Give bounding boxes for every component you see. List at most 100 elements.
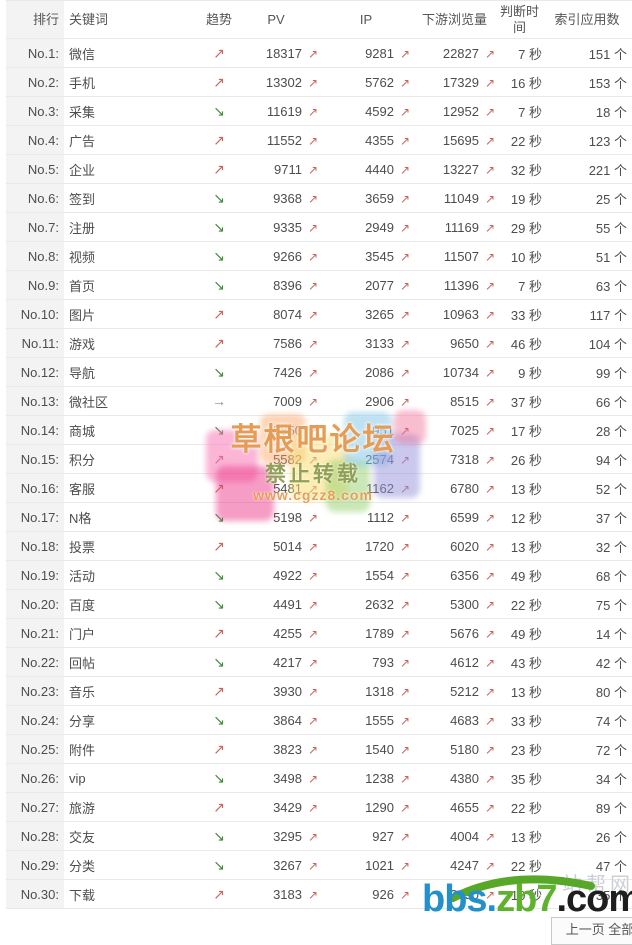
index-apps-cell: 28 个: [542, 415, 632, 445]
ip-cell: 793 ↗: [320, 647, 412, 677]
up-arrow-icon: ↗: [400, 597, 411, 612]
up-arrow-icon: ↗: [308, 568, 319, 583]
keyword-cell: 注册: [64, 212, 206, 242]
index-apps-cell: 123 个: [542, 125, 632, 155]
ip-cell: 2906 ↗: [320, 386, 412, 416]
table-row: No.10: 图片 ↗ 8074 ↗ 3265 ↗ 10963 ↗ 33 秒 117 …: [6, 299, 632, 329]
downstream-cell: 5212 ↗: [412, 676, 497, 706]
up-arrow-icon: ↗: [400, 858, 411, 873]
pv-cell: 5481 ↗: [232, 473, 320, 503]
table-row: No.28: 交友 ↘ 3295 ↗ 927 ↗ 4004 ↗ 13 秒 26 个: [6, 821, 632, 851]
table-row: No.4: 广告 ↗ 11552 ↗ 4355 ↗ 15695 ↗ 22 秒 123 …: [6, 125, 632, 155]
keyword-cell: 音乐: [64, 676, 206, 706]
up-arrow-icon: ↗: [485, 336, 496, 351]
up-arrow-icon: ↗: [400, 742, 411, 757]
table-row: No.12: 导航 ↘ 7426 ↗ 2086 ↗ 10734 ↗ 9 秒 99 个: [6, 357, 632, 387]
pv-cell: 9266 ↗: [232, 241, 320, 271]
ip-cell: 3545 ↗: [320, 241, 412, 271]
header-keyword: 关键词: [64, 0, 206, 39]
keyword-cell: 分享: [64, 705, 206, 735]
judge-time-cell: 22 秒: [497, 792, 542, 822]
keyword-cell: 采集: [64, 96, 206, 126]
up-arrow-icon: ↗: [485, 220, 496, 235]
up-arrow-icon: ↗: [485, 278, 496, 293]
table-row: No.18: 投票 ↗ 5014 ↗ 1720 ↗ 6020 ↗ 13 秒 32 个: [6, 531, 632, 561]
header-rank: 排行: [6, 0, 64, 39]
rank-cell: No.13:: [6, 386, 64, 416]
judge-time-cell: 17 秒: [497, 415, 542, 445]
up-arrow-icon: ↗: [485, 365, 496, 380]
pv-cell: 18317 ↗: [232, 38, 320, 68]
up-arrow-icon: ↗: [400, 510, 411, 525]
rank-cell: No.12:: [6, 357, 64, 387]
up-arrow-icon: ↗: [400, 800, 411, 815]
ip-cell: 2632 ↗: [320, 589, 412, 619]
up-arrow-icon: ↗: [485, 684, 496, 699]
index-apps-cell: 34 个: [542, 763, 632, 793]
up-arrow-icon: ↗: [400, 655, 411, 670]
pv-cell: 3295 ↗: [232, 821, 320, 851]
header-trend: 趋势: [206, 0, 232, 39]
downstream-cell: 5676 ↗: [412, 618, 497, 648]
up-arrow-icon: ↗: [400, 249, 411, 264]
ip-cell: 1021 ↗: [320, 850, 412, 880]
judge-time-cell: 46 秒: [497, 328, 542, 358]
downstream-cell: 22827 ↗: [412, 38, 497, 68]
downstream-cell: 7318 ↗: [412, 444, 497, 474]
ip-cell: 2949 ↗: [320, 212, 412, 242]
up-arrow-icon: ↗: [485, 800, 496, 815]
keyword-cell: 下载: [64, 879, 206, 909]
header-downstream: 下游浏览量: [412, 0, 497, 39]
trend-arrow-icon: ↘: [213, 218, 225, 235]
rank-cell: No.26:: [6, 763, 64, 793]
judge-time-cell: 33 秒: [497, 705, 542, 735]
index-apps-cell: 47 个: [542, 850, 632, 880]
trend-arrow-icon: ↘: [213, 769, 225, 786]
downstream-cell: 17329 ↗: [412, 67, 497, 97]
up-arrow-icon: ↗: [308, 684, 319, 699]
up-arrow-icon: ↗: [400, 713, 411, 728]
up-arrow-icon: ↗: [308, 800, 319, 815]
pagination-control[interactable]: 上一页 全部: [551, 917, 632, 945]
keyword-cell: 广告: [64, 125, 206, 155]
up-arrow-icon: ↗: [400, 626, 411, 641]
trend-arrow-icon: ↘: [213, 595, 225, 612]
trend-arrow-icon: ↘: [213, 189, 225, 206]
judge-time-cell: 7 秒: [497, 270, 542, 300]
pv-cell: 3183 ↗: [232, 879, 320, 909]
rank-cell: No.25:: [6, 734, 64, 764]
pv-cell: 4922 ↗: [232, 560, 320, 590]
table-row: No.21: 门户 ↗ 4255 ↗ 1789 ↗ 5676 ↗ 49 秒 14 个: [6, 618, 632, 648]
pv-cell: 13302 ↗: [232, 67, 320, 97]
pv-cell: 3864 ↗: [232, 705, 320, 735]
up-arrow-icon: ↗: [485, 394, 496, 409]
downstream-cell: 3990 ↗: [412, 879, 497, 909]
table-row: No.6: 签到 ↘ 9368 ↗ 3659 ↗ 11049 ↗ 19 秒 25 个: [6, 183, 632, 213]
trend-arrow-icon: ↗: [213, 44, 225, 61]
up-arrow-icon: ↗: [485, 104, 496, 119]
trend-arrow-icon: ↘: [213, 827, 225, 844]
judge-time-cell: 33 秒: [497, 299, 542, 329]
up-arrow-icon: ↗: [400, 75, 411, 90]
up-arrow-icon: ↗: [308, 46, 319, 61]
judge-time-cell: 32 秒: [497, 154, 542, 184]
keyword-cell: 导航: [64, 357, 206, 387]
ip-cell: 1290 ↗: [320, 792, 412, 822]
index-apps-cell: 99 个: [542, 357, 632, 387]
up-arrow-icon: ↗: [400, 771, 411, 786]
ip-cell: 1540 ↗: [320, 734, 412, 764]
judge-time-cell: 29 秒: [497, 212, 542, 242]
rank-cell: No.15:: [6, 444, 64, 474]
table-row: No.15: 积分 ↗ 5582 ↗ 2574 ↗ 7318 ↗ 26 秒 94 个: [6, 444, 632, 474]
table-row: No.3: 采集 ↘ 11619 ↗ 4592 ↗ 12952 ↗ 7 秒 18 个: [6, 96, 632, 126]
up-arrow-icon: ↗: [308, 423, 319, 438]
table-row: No.9: 首页 ↘ 8396 ↗ 2077 ↗ 11396 ↗ 7 秒 63 个: [6, 270, 632, 300]
pv-cell: 7009 ↗: [232, 386, 320, 416]
rank-cell: No.3:: [6, 96, 64, 126]
trend-arrow-icon: ↘: [213, 276, 225, 293]
up-arrow-icon: ↗: [308, 191, 319, 206]
judge-time-cell: 9 秒: [497, 357, 542, 387]
keyword-cell: 分类: [64, 850, 206, 880]
ip-cell: 9281 ↗: [320, 38, 412, 68]
up-arrow-icon: ↗: [400, 307, 411, 322]
